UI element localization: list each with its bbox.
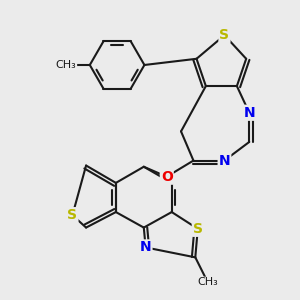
Text: S: S: [68, 208, 77, 222]
Text: CH₃: CH₃: [56, 60, 76, 70]
Text: CH₃: CH₃: [197, 277, 218, 287]
Text: N: N: [219, 154, 230, 167]
Text: N: N: [244, 106, 255, 120]
Text: N: N: [140, 240, 152, 254]
Text: S: S: [193, 222, 203, 236]
Text: O: O: [161, 170, 173, 184]
Text: S: S: [220, 28, 230, 42]
